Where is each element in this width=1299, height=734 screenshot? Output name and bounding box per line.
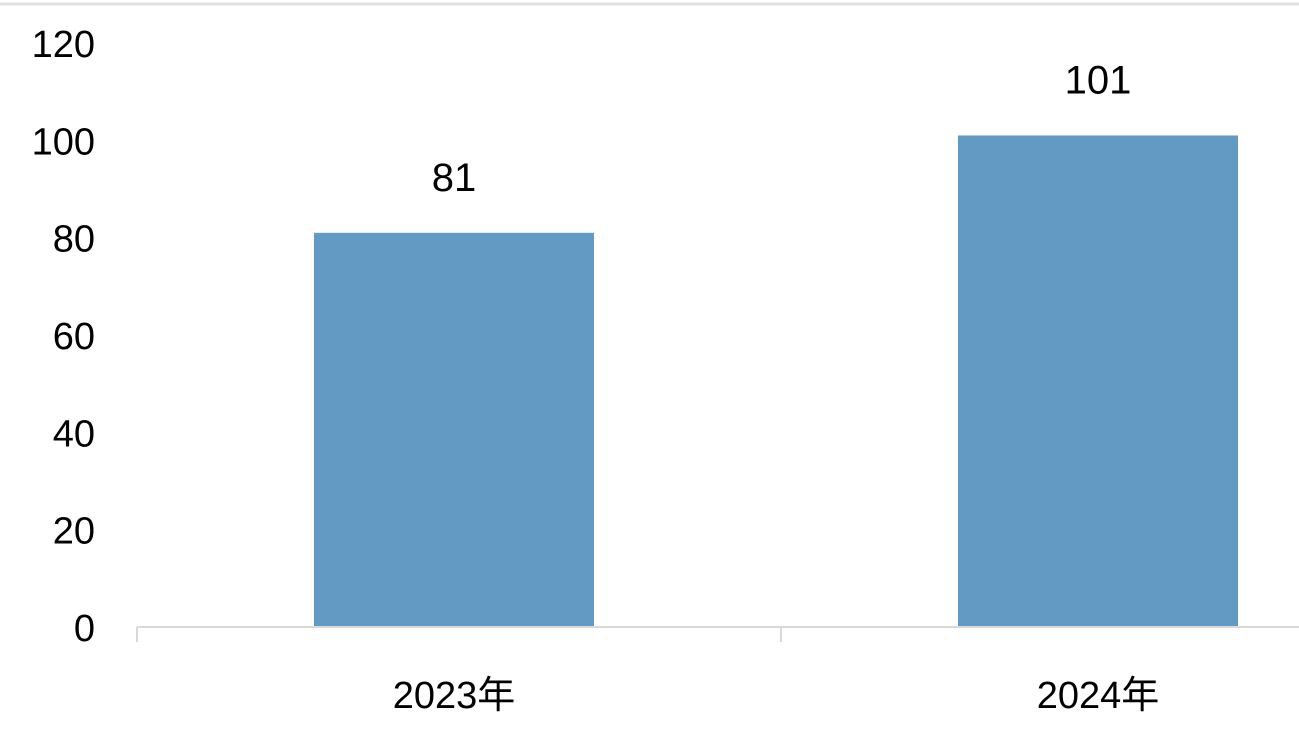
y-tick-label: 80 [53, 219, 95, 261]
data-label: 101 [1065, 58, 1132, 102]
bar-2024年 [958, 135, 1238, 627]
y-tick-label: 120 [32, 24, 95, 66]
data-label: 81 [432, 156, 477, 200]
x-tick-label: 2024年 [1037, 675, 1160, 717]
y-tick-label: 0 [74, 608, 95, 650]
y-tick-label: 60 [53, 316, 95, 358]
y-tick-label: 100 [32, 121, 95, 163]
x-tick-label: 2023年 [393, 675, 516, 717]
y-tick-label: 40 [53, 413, 95, 455]
bar-2023年 [314, 232, 594, 628]
y-tick-label: 20 [53, 511, 95, 553]
